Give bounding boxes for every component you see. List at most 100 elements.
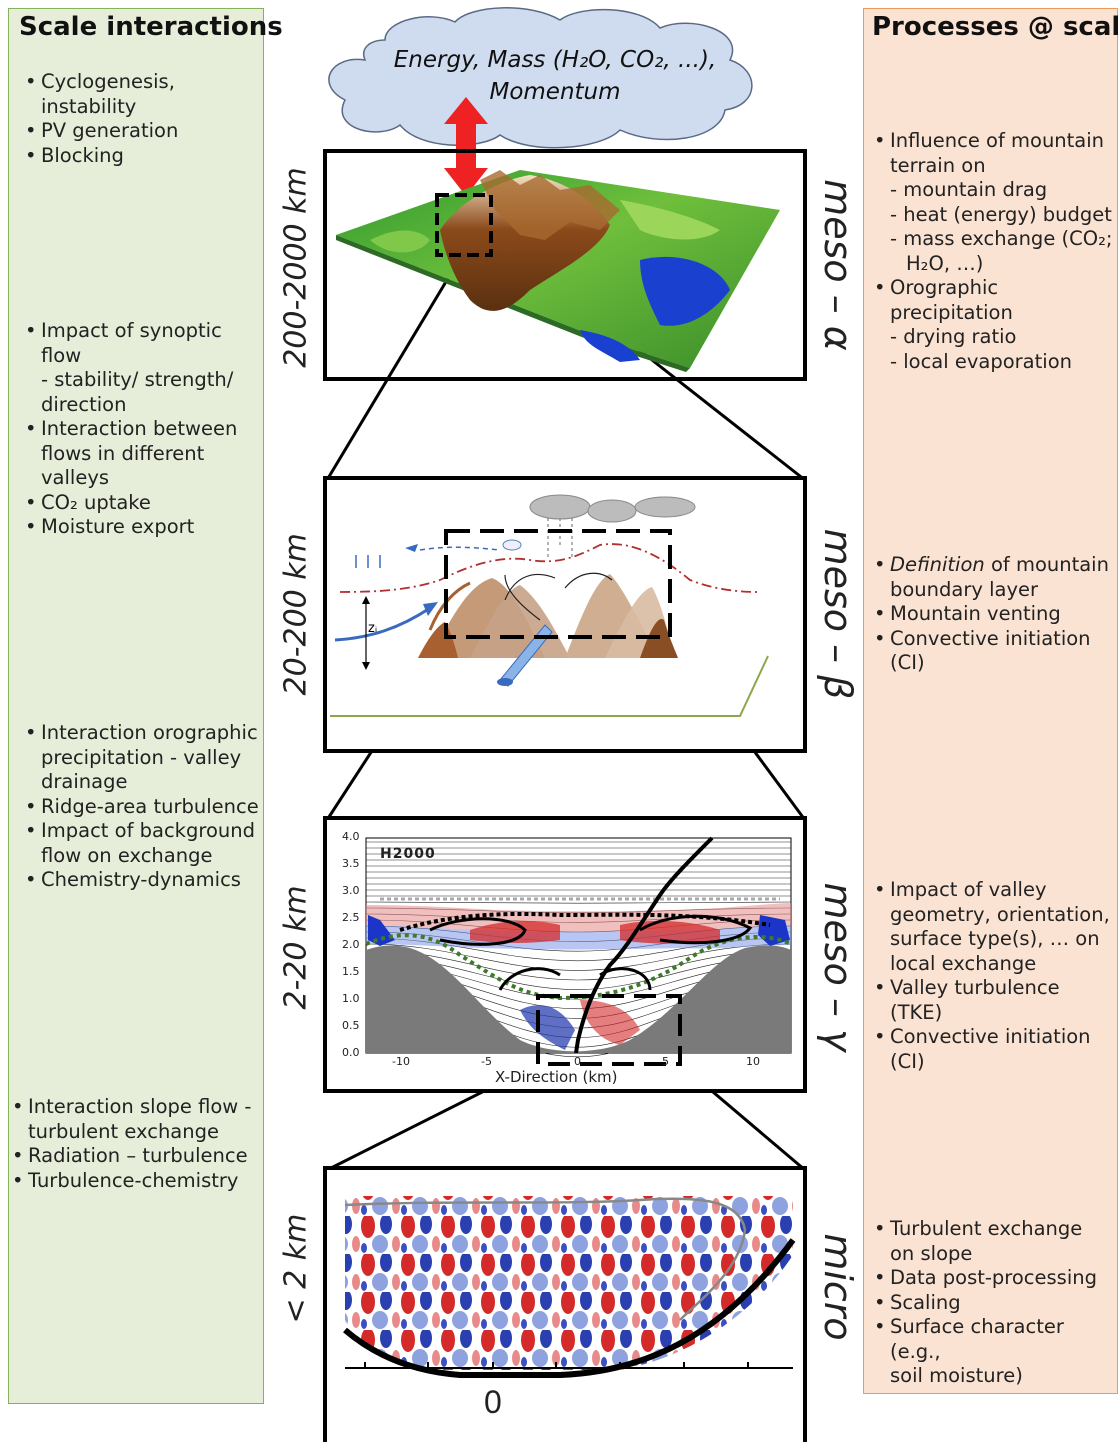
les-y-tick: 1.0 <box>342 992 360 1005</box>
les-y-tick: 3.5 <box>342 857 360 870</box>
list-item-continuation: flow on exchange <box>41 843 213 867</box>
list-item: Radiation – turbulence <box>12 1144 262 1169</box>
meso-alpha-frame <box>323 149 807 381</box>
list-item-continuation: turbulent exchange <box>28 1119 219 1143</box>
contour-line <box>365 949 792 981</box>
micro-x-tick-zero: 0 <box>484 1384 502 1420</box>
regime-label: meso – γ <box>816 882 860 1052</box>
list-item-continuation: flows in different valleys <box>41 441 205 490</box>
list-item-continuation: local exchange <box>890 951 1037 975</box>
meso-beta-zoom-box <box>444 529 672 639</box>
les-x-axis-title: X-Direction (km) <box>495 1068 618 1086</box>
scale-range-label: 20-200 km <box>278 533 314 696</box>
definition-rest: of mountain <box>984 553 1109 576</box>
list-item-continuation: (TKE) <box>890 1000 943 1024</box>
list-item-continuation: H₂O, …) <box>906 251 984 275</box>
regime-label: meso – β <box>816 528 860 700</box>
list-item-continuation: - drying ratio <box>890 325 1017 348</box>
list-item: Orographic <box>874 276 1114 301</box>
contour-line <box>365 901 792 904</box>
les-y-tick: 4.0 <box>342 830 360 843</box>
list-item-continuation: surface type(s), … on <box>890 927 1100 950</box>
list-item-continuation: - mountain drag <box>890 178 1048 201</box>
list-item: Chemistry-dynamics <box>25 868 265 893</box>
meso-gamma-zoom-box <box>536 994 682 1066</box>
left-list-meso-alpha: Cyclogenesis, instability PV generation … <box>25 70 265 168</box>
list-item: Convective initiation <box>874 1025 1114 1050</box>
list-item-continuation: - local evaporation <box>890 349 1072 373</box>
regime-label: meso – α <box>816 179 860 351</box>
list-item: PV generation <box>25 119 265 144</box>
les-x-tick: -10 <box>392 1055 410 1068</box>
list-item: Convective initiation (CI) <box>874 627 1118 676</box>
list-item: Turbulent exchange <box>874 1217 1118 1242</box>
list-item: Definition of mountain <box>874 553 1118 578</box>
cloud-label: Energy, Mass (H₂O, CO₂, ...), Momentum <box>360 44 750 108</box>
les-panel-title: H2000 <box>380 846 436 862</box>
list-item: CO₂ uptake <box>25 491 265 516</box>
contour-line <box>365 943 792 971</box>
list-item-continuation: direction <box>41 392 127 416</box>
les-y-tick: 2.0 <box>342 938 360 951</box>
left-list-micro: Interaction slope flow - turbulent excha… <box>12 1095 262 1193</box>
list-item-continuation: - stability/ strength/ <box>41 368 234 391</box>
list-item: Interaction orographic <box>25 721 265 746</box>
list-item-continuation: on slope <box>890 1241 973 1265</box>
list-item: Scaling <box>874 1291 1118 1316</box>
zi-label: zᵢ <box>368 621 377 636</box>
left-list-meso-gamma: Interaction orographic precipitation - v… <box>25 721 265 893</box>
les-y-tick: 0.0 <box>342 1046 360 1059</box>
scale-range-label: 200-2000 km <box>278 167 314 368</box>
scale-interactions-title: Scale interactions <box>19 12 283 42</box>
meso-beta-frame <box>323 476 807 753</box>
list-item-continuation: geometry, orientation, <box>890 902 1110 926</box>
list-item: Mountain venting <box>874 602 1118 627</box>
list-item: Impact of synoptic flow <box>25 319 265 368</box>
list-item-continuation: terrain on <box>890 153 986 177</box>
list-item-continuation: boundary layer <box>890 577 1039 601</box>
les-y-tick: 0.5 <box>342 1019 360 1032</box>
list-item: Data post-processing <box>874 1266 1118 1291</box>
list-item-continuation: precipitation <box>890 300 1013 324</box>
les-y-tick: 1.5 <box>342 965 360 978</box>
list-item-continuation: precipitation - valley <box>41 745 242 769</box>
meso-alpha-zoom-box <box>435 193 493 257</box>
list-item: Ridge-area turbulence <box>25 795 265 820</box>
list-item-continuation: - heat (energy) budget <box>890 202 1112 226</box>
exchange-double-arrow <box>444 97 488 196</box>
list-item: Valley turbulence <box>874 976 1114 1001</box>
list-item: Surface character (e.g., <box>874 1315 1118 1364</box>
processes-at-scale-panel: Processes @ scale Influence of mountain … <box>863 8 1118 1394</box>
right-list-meso-gamma: Impact of valley geometry, orientation, … <box>874 878 1114 1074</box>
right-list-meso-alpha: Influence of mountain terrain on - mount… <box>874 129 1114 374</box>
list-item: Cyclogenesis, instability <box>25 70 265 119</box>
regime-label: micro <box>816 1233 860 1341</box>
list-item-continuation: soil moisture) <box>890 1364 1023 1387</box>
list-item-continuation: - mass exchange (CO₂; <box>890 227 1113 250</box>
les-x-tick: 5 <box>662 1055 669 1068</box>
list-item: Turbulence-chemistry <box>12 1169 262 1194</box>
left-list-meso-beta: Impact of synoptic flow - stability/ str… <box>25 319 265 540</box>
processes-at-scale-title: Processes @ scale <box>872 12 1118 42</box>
les-x-tick: 10 <box>746 1055 760 1068</box>
les-y-tick: 3.0 <box>342 884 360 897</box>
right-list-micro: Turbulent exchange on slope Data post-pr… <box>874 1217 1118 1389</box>
list-item: Impact of valley <box>874 878 1114 903</box>
list-item-continuation: (CI) <box>890 1049 925 1073</box>
list-item-continuation: drainage <box>41 770 128 793</box>
les-valley-cross-section <box>365 836 792 1058</box>
terrain-3d-map <box>336 170 780 372</box>
list-item: Interaction between <box>25 417 265 442</box>
cloud-label-line1: Energy, Mass (H₂O, CO₂, ...), <box>393 47 717 73</box>
scale-range-label: < 2 km <box>278 1213 314 1324</box>
list-item: Influence of mountain <box>874 129 1114 154</box>
list-item: Moisture export <box>25 515 265 540</box>
list-item: Interaction slope flow - <box>12 1095 262 1120</box>
right-list-meso-beta: Definition of mountain boundary layer Mo… <box>874 553 1118 676</box>
scale-interactions-panel: Scale interactions Cyclogenesis, instabi… <box>8 8 283 1404</box>
les-y-tick: 2.5 <box>342 911 360 924</box>
scale-range-label: 2-20 km <box>278 885 314 1010</box>
subsidence-arrows <box>355 555 381 568</box>
les-x-tick: -5 <box>481 1055 492 1068</box>
